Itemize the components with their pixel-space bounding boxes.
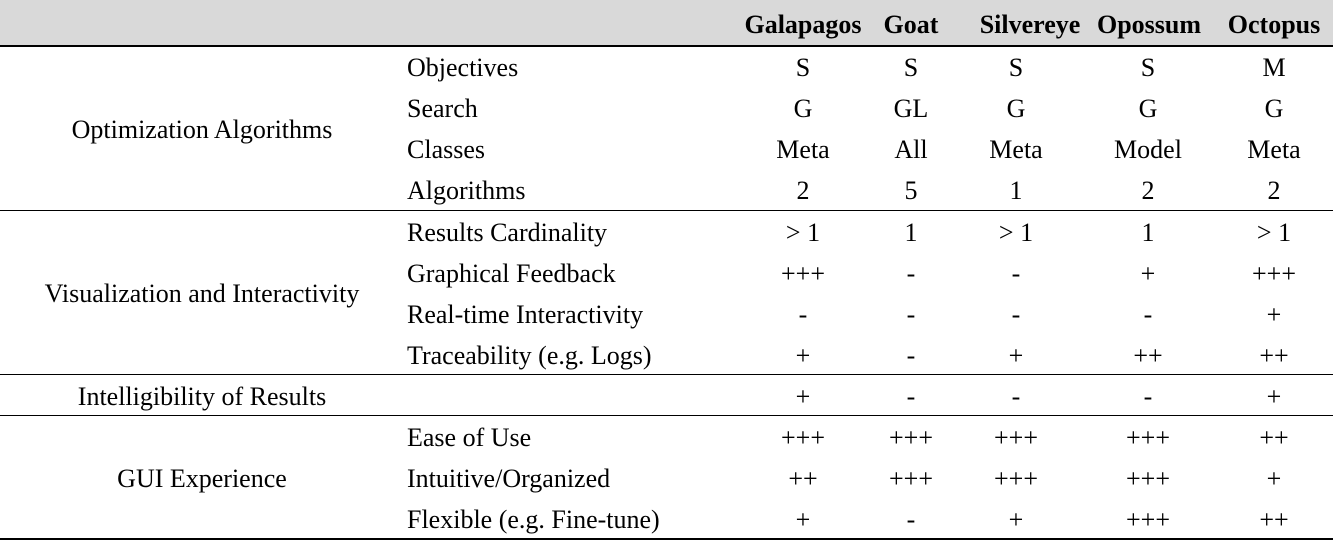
row-criterion-label: Real-time Interactivity: [407, 300, 644, 329]
value-cell-silvereye: 1: [1009, 176, 1023, 205]
row-criterion-label: Classes: [407, 135, 485, 164]
value-cell-galapagos: +++: [781, 259, 825, 288]
row-criterion-label: Objectives: [407, 53, 519, 82]
column-header-goat: Goat: [883, 10, 939, 39]
header-band: [0, 0, 1333, 46]
value-cell-octopus: ++: [1259, 341, 1289, 370]
value-cell-goat: All: [894, 135, 928, 164]
column-header-silvereye: Silvereye: [979, 10, 1081, 39]
header-rule: [0, 45, 1333, 47]
value-cell-silvereye: > 1: [998, 218, 1034, 247]
value-cell-goat: +++: [889, 464, 933, 493]
value-cell-opossum: 2: [1141, 176, 1155, 205]
value-cell-silvereye: +++: [994, 464, 1038, 493]
value-cell-opossum: +: [1140, 259, 1156, 288]
value-cell-opossum: +++: [1126, 505, 1170, 534]
value-cell-octopus: +: [1266, 382, 1282, 411]
value-cell-octopus: +: [1266, 300, 1282, 329]
value-cell-galapagos: +: [795, 382, 811, 411]
value-cell-octopus: +++: [1252, 259, 1296, 288]
category-visualization-interactivity: Visualization and Interactivity: [44, 279, 360, 308]
value-cell-opossum: S: [1140, 53, 1156, 82]
value-cell-opossum: Model: [1114, 135, 1182, 164]
value-cell-galapagos: ++: [788, 464, 818, 493]
value-cell-silvereye: +: [1008, 505, 1024, 534]
value-cell-octopus: > 1: [1256, 218, 1292, 247]
value-cell-silvereye: -: [1011, 382, 1021, 411]
value-cell-galapagos: +: [795, 505, 811, 534]
value-cell-opossum: 1: [1141, 218, 1155, 247]
row-criterion-label: Graphical Feedback: [407, 259, 616, 288]
value-cell-octopus: +: [1266, 464, 1282, 493]
value-cell-goat: -: [906, 382, 916, 411]
category-optimization-algorithms: Optimization Algorithms: [71, 115, 333, 144]
row-criterion-label: Ease of Use: [407, 423, 532, 452]
row-criterion-label: Flexible (e.g. Fine-tune): [407, 505, 660, 534]
category-gui-experience: GUI Experience: [117, 464, 287, 493]
value-cell-octopus: ++: [1259, 423, 1289, 452]
value-cell-octopus: 2: [1267, 176, 1281, 205]
value-cell-opossum: +++: [1126, 464, 1170, 493]
value-cell-silvereye: -: [1011, 259, 1021, 288]
value-cell-opossum: G: [1138, 94, 1158, 123]
value-cell-octopus: G: [1264, 94, 1284, 123]
value-cell-silvereye: -: [1011, 300, 1021, 329]
value-cell-galapagos: G: [793, 94, 813, 123]
value-cell-goat: +++: [889, 423, 933, 452]
value-cell-galapagos: Meta: [776, 135, 830, 164]
column-header-galapagos: Galapagos: [744, 10, 862, 39]
value-cell-galapagos: S: [795, 53, 811, 82]
value-cell-opossum: ++: [1133, 341, 1163, 370]
row-criterion-label: Results Cardinality: [407, 218, 608, 247]
value-cell-silvereye: G: [1006, 94, 1026, 123]
value-cell-silvereye: Meta: [989, 135, 1043, 164]
value-cell-goat: S: [903, 53, 919, 82]
value-cell-octopus: Meta: [1247, 135, 1301, 164]
value-cell-silvereye: S: [1008, 53, 1024, 82]
value-cell-opossum: -: [1143, 300, 1153, 329]
value-cell-galapagos: 2: [796, 176, 810, 205]
value-cell-silvereye: +++: [994, 423, 1038, 452]
bottom-rule: [0, 538, 1333, 540]
group-divider: [0, 415, 1333, 416]
value-cell-galapagos: > 1: [785, 218, 821, 247]
value-cell-goat: 5: [904, 176, 918, 205]
value-cell-goat: -: [906, 300, 916, 329]
category-intelligibility-of-results: Intelligibility of Results: [77, 382, 327, 411]
value-cell-goat: -: [906, 341, 916, 370]
value-cell-octopus: M: [1262, 53, 1286, 82]
value-cell-octopus: ++: [1259, 505, 1289, 534]
row-criterion-label: Traceability (e.g. Logs): [407, 341, 652, 370]
group-divider: [0, 374, 1333, 375]
value-cell-opossum: +++: [1126, 423, 1170, 452]
row-criterion-label: Intuitive/Organized: [407, 464, 611, 493]
value-cell-goat: GL: [893, 94, 929, 123]
row-criterion-label: Search: [407, 94, 478, 123]
value-cell-goat: -: [906, 259, 916, 288]
row-criterion-label: Algorithms: [407, 176, 526, 205]
value-cell-goat: 1: [904, 218, 918, 247]
value-cell-galapagos: +: [795, 341, 811, 370]
value-cell-silvereye: +: [1008, 341, 1024, 370]
column-header-octopus: Octopus: [1227, 10, 1321, 39]
value-cell-galapagos: +++: [781, 423, 825, 452]
value-cell-goat: -: [906, 505, 916, 534]
value-cell-galapagos: -: [798, 300, 808, 329]
value-cell-opossum: -: [1143, 382, 1153, 411]
column-header-opossum: Opossum: [1096, 10, 1202, 39]
group-divider: [0, 210, 1333, 211]
